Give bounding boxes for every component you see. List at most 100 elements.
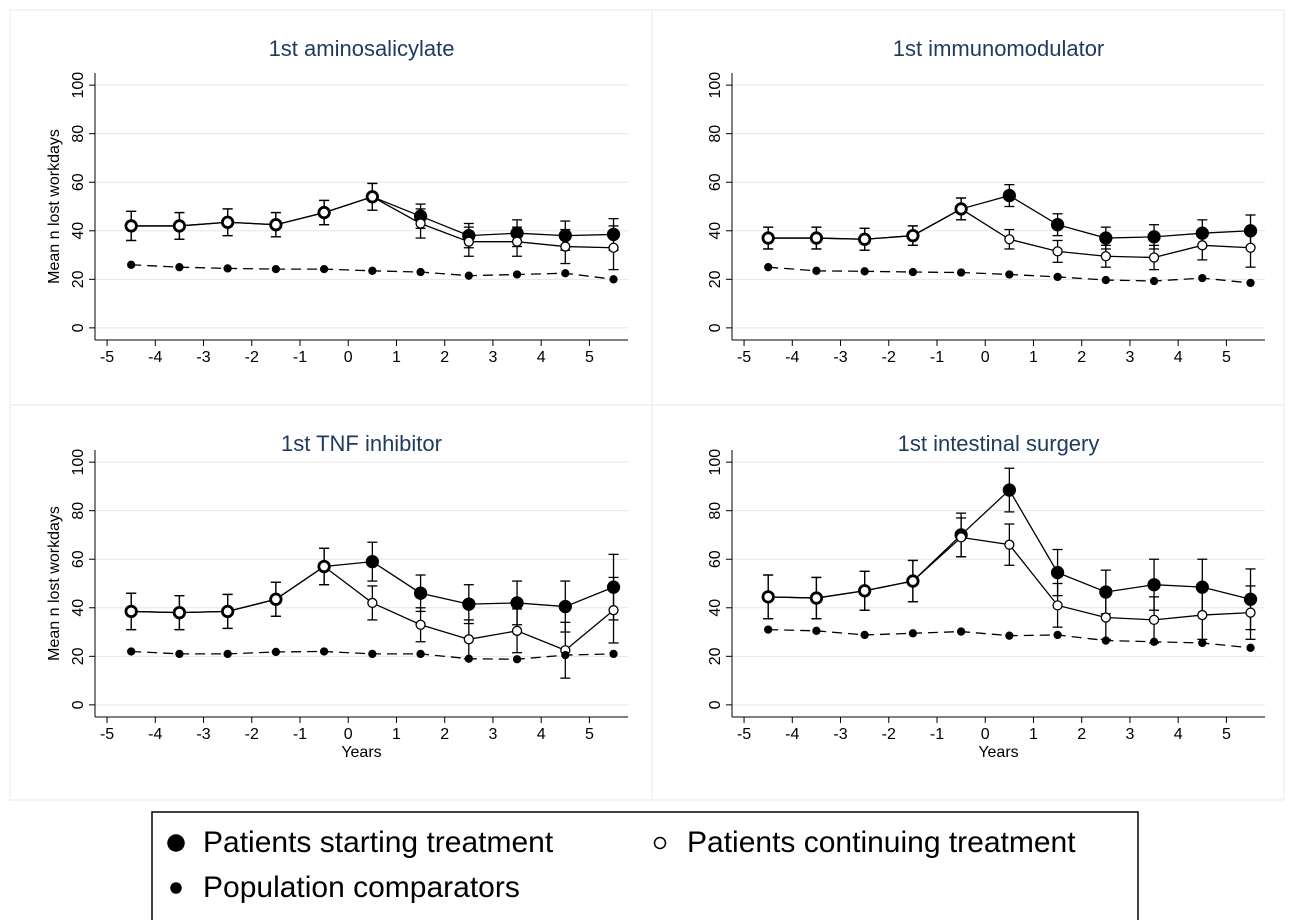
marker [511, 625, 523, 636]
y-tick-label: 40 [70, 222, 87, 240]
marker [223, 649, 232, 659]
y-tick-label: 60 [707, 550, 724, 568]
marker [1246, 278, 1255, 288]
y-tick-label: 100 [707, 72, 724, 99]
marker [1149, 637, 1159, 646]
marker [1198, 638, 1207, 648]
marker [415, 619, 426, 630]
marker [1099, 585, 1113, 599]
marker [1245, 607, 1256, 618]
marker [1005, 631, 1014, 640]
x-tick-label: 5 [1222, 726, 1231, 743]
marker [512, 655, 522, 664]
x-tick-label: -5 [737, 349, 751, 366]
x-axis-label: Years [978, 744, 1018, 761]
x-tick-label: 1 [1029, 726, 1038, 743]
x-tick-label: -1 [930, 726, 944, 743]
marker [1050, 565, 1065, 580]
y-tick-label: 60 [70, 550, 87, 568]
x-tick-label: -4 [785, 349, 799, 366]
marker [1195, 226, 1209, 240]
x-tick-label: 4 [537, 349, 546, 366]
x-tick-label: 5 [585, 726, 594, 743]
marker [174, 607, 185, 618]
marker [955, 203, 967, 215]
x-tick-label: 1 [392, 349, 401, 366]
x-tick-label: -1 [293, 349, 307, 366]
marker [908, 629, 918, 638]
x-tick-label: 5 [1222, 349, 1231, 366]
x-tick-label: -2 [245, 726, 259, 743]
marker [1050, 218, 1065, 232]
panel-title: 1st intestinal surgery [898, 431, 1100, 456]
marker [512, 270, 522, 279]
marker [416, 649, 425, 659]
y-tick-label: 100 [707, 449, 724, 476]
y-tick-label: 20 [707, 270, 724, 288]
y-tick-label: 40 [707, 599, 724, 617]
marker [812, 626, 821, 635]
x-tick-label: 0 [981, 726, 990, 743]
x-tick-label: 2 [440, 349, 449, 366]
legend-marker [653, 836, 667, 850]
marker [319, 647, 329, 656]
x-tick-label: -3 [833, 726, 847, 743]
marker [609, 649, 618, 659]
marker [907, 575, 919, 587]
marker [763, 232, 774, 244]
marker [1052, 600, 1063, 611]
marker [1100, 251, 1111, 262]
marker [1246, 643, 1255, 652]
marker [561, 269, 570, 278]
panel-title: 1st aminosalicylate [269, 36, 455, 61]
y-tick-label: 0 [70, 700, 87, 709]
y-tick-label: 80 [70, 125, 87, 143]
x-tick-label: 2 [1077, 349, 1086, 366]
marker [1243, 592, 1258, 606]
marker [558, 599, 572, 614]
x-tick-label: 3 [1125, 726, 1134, 743]
y-tick-label: 100 [70, 72, 87, 99]
marker [1053, 630, 1062, 640]
marker [365, 555, 380, 569]
x-tick-label: -1 [930, 349, 944, 366]
marker [1052, 246, 1063, 257]
x-tick-label: -4 [148, 726, 162, 743]
x-tick-label: 4 [1174, 349, 1183, 366]
marker [1148, 252, 1160, 263]
y-tick-label: 80 [707, 125, 724, 143]
marker [1004, 539, 1015, 550]
x-tick-label: -4 [148, 349, 162, 366]
marker [174, 220, 185, 232]
marker [1100, 612, 1111, 623]
x-tick-label: -2 [882, 349, 896, 366]
marker [811, 232, 822, 244]
marker [1053, 272, 1062, 282]
marker [764, 263, 773, 272]
panel-frame [9, 9, 1285, 801]
marker [956, 268, 966, 277]
x-tick-label: -5 [737, 726, 751, 743]
marker [1004, 234, 1015, 245]
y-tick-label: 80 [70, 502, 87, 520]
y-tick-label: 40 [70, 599, 87, 617]
marker [907, 230, 919, 241]
marker [1245, 242, 1256, 253]
marker [126, 220, 137, 232]
marker [608, 605, 619, 616]
y-tick-label: 60 [70, 173, 87, 191]
marker [1101, 636, 1110, 645]
marker [812, 266, 821, 275]
marker [764, 625, 773, 634]
x-tick-label: 3 [488, 349, 497, 366]
marker [464, 654, 473, 663]
x-tick-label: 0 [344, 726, 353, 743]
marker [367, 191, 378, 202]
marker [859, 234, 870, 245]
marker [1002, 483, 1017, 497]
marker [464, 271, 473, 280]
marker [318, 561, 330, 572]
marker [127, 647, 136, 656]
